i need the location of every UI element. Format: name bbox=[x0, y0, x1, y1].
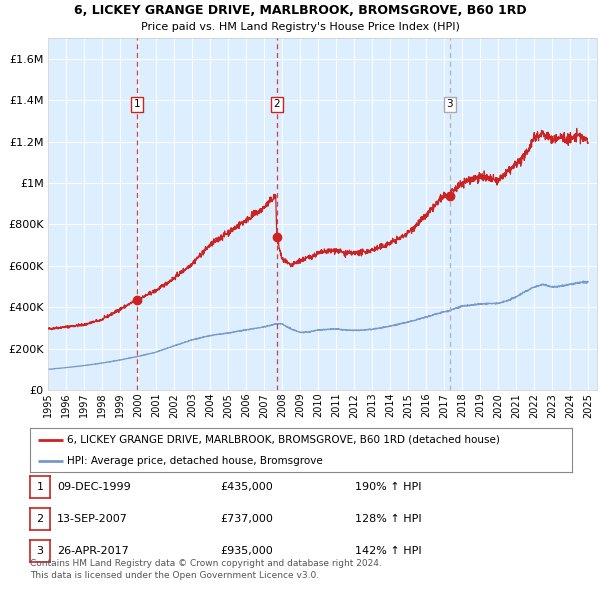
Text: 26-APR-2017: 26-APR-2017 bbox=[57, 546, 129, 556]
Text: 3: 3 bbox=[446, 99, 453, 109]
Text: 6, LICKEY GRANGE DRIVE, MARLBROOK, BROMSGROVE, B60 1RD: 6, LICKEY GRANGE DRIVE, MARLBROOK, BROMS… bbox=[74, 4, 526, 17]
Text: 3: 3 bbox=[37, 546, 44, 556]
Text: 1: 1 bbox=[134, 99, 140, 109]
Text: HPI: Average price, detached house, Bromsgrove: HPI: Average price, detached house, Brom… bbox=[67, 456, 323, 466]
Text: 142% ↑ HPI: 142% ↑ HPI bbox=[355, 546, 422, 556]
Text: £935,000: £935,000 bbox=[220, 546, 273, 556]
Text: 1: 1 bbox=[37, 482, 44, 492]
Text: 128% ↑ HPI: 128% ↑ HPI bbox=[355, 514, 422, 524]
Text: 6, LICKEY GRANGE DRIVE, MARLBROOK, BROMSGROVE, B60 1RD (detached house): 6, LICKEY GRANGE DRIVE, MARLBROOK, BROMS… bbox=[67, 435, 500, 445]
Text: Price paid vs. HM Land Registry's House Price Index (HPI): Price paid vs. HM Land Registry's House … bbox=[140, 22, 460, 32]
Text: Contains HM Land Registry data © Crown copyright and database right 2024.
This d: Contains HM Land Registry data © Crown c… bbox=[30, 559, 382, 580]
Text: 09-DEC-1999: 09-DEC-1999 bbox=[57, 482, 131, 492]
Text: £737,000: £737,000 bbox=[220, 514, 273, 524]
Text: £435,000: £435,000 bbox=[220, 482, 273, 492]
Text: 2: 2 bbox=[274, 99, 280, 109]
Text: 190% ↑ HPI: 190% ↑ HPI bbox=[355, 482, 421, 492]
Text: 13-SEP-2007: 13-SEP-2007 bbox=[57, 514, 128, 524]
Text: 2: 2 bbox=[37, 514, 44, 524]
